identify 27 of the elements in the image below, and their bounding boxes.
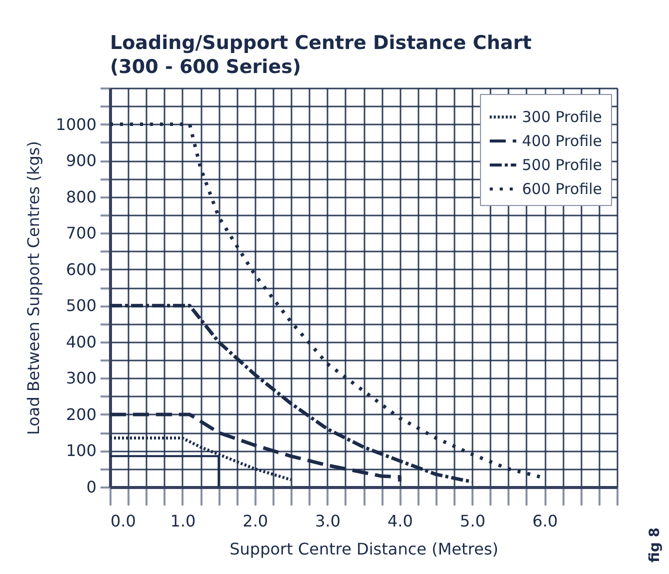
y-tick-label: 300: [66, 368, 96, 388]
x-axis-title: Support Centre Distance (Metres): [230, 540, 498, 558]
x-tick-label: 2.0: [242, 512, 268, 530]
x-tick-label: 3.0: [315, 512, 341, 530]
y-tick-label: 1000: [56, 114, 96, 134]
y-tick-label: 900: [66, 151, 96, 170]
legend-label: 400 Profile: [522, 132, 602, 150]
y-tick-label: 700: [66, 224, 96, 243]
legend-label: 500 Profile: [522, 156, 602, 174]
y-tick-label: 100: [66, 441, 96, 460]
y-tick-label: 0: [86, 478, 96, 496]
text: Loading/Support Centre Distance Chart: [110, 32, 532, 54]
caption: fig 8: [647, 527, 663, 563]
legend-label: 300 Profile: [522, 108, 602, 126]
x-tick-label: 5.0: [460, 512, 486, 530]
x-tick-label: 1.0: [170, 512, 196, 530]
y-tick-label: 600: [66, 260, 96, 279]
x-tick-label: 4.0: [387, 512, 413, 530]
y-tick-label: 500: [66, 296, 96, 316]
y-tick-label: 400: [66, 332, 96, 352]
y-tick-label: 800: [66, 187, 96, 206]
x-tick-label: 6.0: [532, 512, 558, 530]
text: (300 - 600 Series): [110, 56, 302, 78]
y-axis-title: Load Between Support Centres (kgs): [24, 140, 43, 436]
y-tick-label: 200: [66, 404, 96, 424]
x-tick-label: 0.0: [110, 512, 136, 530]
legend-label: 600 Profile: [522, 180, 602, 198]
